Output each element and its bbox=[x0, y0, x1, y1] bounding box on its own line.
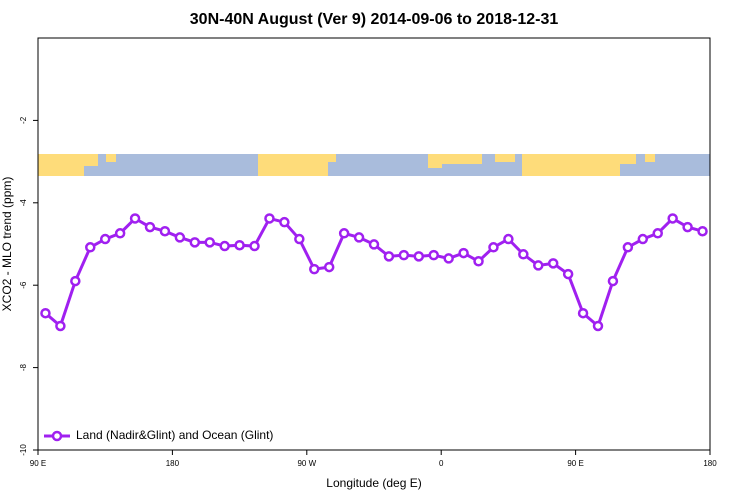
data-point bbox=[637, 233, 649, 245]
data-point bbox=[518, 249, 529, 260]
data-point bbox=[533, 260, 544, 271]
data-point bbox=[592, 320, 604, 332]
data-point bbox=[368, 239, 380, 250]
chart-title: 30N-40N August (Ver 9) 2014-09-06 to 201… bbox=[190, 11, 559, 28]
data-point bbox=[114, 228, 126, 239]
data-line bbox=[44, 216, 703, 329]
x-tick-label: 90 E bbox=[30, 459, 46, 468]
data-point bbox=[503, 233, 514, 245]
data-point bbox=[577, 307, 589, 319]
x-axis-label: Longitude (deg E) bbox=[326, 476, 421, 490]
x-tick-label: 90 W bbox=[297, 459, 316, 468]
y-tick-label: -10 bbox=[19, 444, 28, 456]
data-point bbox=[159, 225, 171, 237]
y-tick-label: -6 bbox=[19, 281, 28, 289]
data-point bbox=[353, 232, 365, 243]
data-point bbox=[85, 242, 96, 253]
x-tick-label: 180 bbox=[166, 459, 180, 468]
data-point bbox=[264, 213, 275, 224]
data-point bbox=[294, 233, 305, 245]
data-point bbox=[488, 242, 499, 253]
data-point bbox=[189, 237, 201, 248]
data-point bbox=[398, 249, 410, 261]
data-point bbox=[204, 237, 215, 248]
data-point bbox=[682, 221, 693, 233]
y-axis-label: XCO2 - MLO trend (ppm) bbox=[0, 177, 14, 312]
data-point bbox=[428, 249, 439, 261]
data-point bbox=[70, 275, 81, 287]
data-point bbox=[622, 242, 634, 253]
data-point bbox=[697, 225, 708, 237]
y-tick-label: -2 bbox=[19, 116, 28, 124]
y-tick-label: -8 bbox=[19, 363, 28, 371]
legend-marker bbox=[51, 430, 63, 442]
data-point bbox=[443, 253, 454, 264]
map-strip bbox=[38, 154, 710, 176]
data-point bbox=[99, 233, 111, 245]
x-tick-label: 180 bbox=[703, 459, 717, 468]
data-point bbox=[323, 261, 335, 273]
data-point bbox=[383, 251, 395, 262]
data-point bbox=[144, 221, 156, 233]
data-point bbox=[309, 263, 320, 275]
x-tick-label: 0 bbox=[439, 459, 444, 468]
data-point bbox=[338, 228, 350, 239]
data-point bbox=[40, 307, 51, 319]
y-tick-label: -4 bbox=[19, 199, 28, 207]
data-point bbox=[547, 258, 559, 269]
data-point bbox=[129, 213, 141, 224]
data-point bbox=[249, 240, 260, 252]
data-point bbox=[652, 228, 663, 239]
data-point bbox=[607, 275, 619, 287]
data-point bbox=[473, 256, 484, 267]
data-point bbox=[55, 320, 66, 332]
data-point bbox=[174, 232, 186, 243]
legend-label: Land (Nadir&Glint) and Ocean (Glint) bbox=[76, 428, 273, 442]
data-point bbox=[234, 239, 245, 251]
data-point bbox=[562, 268, 574, 280]
data-point bbox=[458, 247, 469, 259]
data-point bbox=[667, 213, 678, 224]
x-tick-label: 90 E bbox=[567, 459, 583, 468]
data-point bbox=[413, 251, 425, 262]
plot-frame bbox=[37, 37, 711, 451]
data-point bbox=[279, 216, 290, 228]
data-point bbox=[219, 240, 230, 252]
